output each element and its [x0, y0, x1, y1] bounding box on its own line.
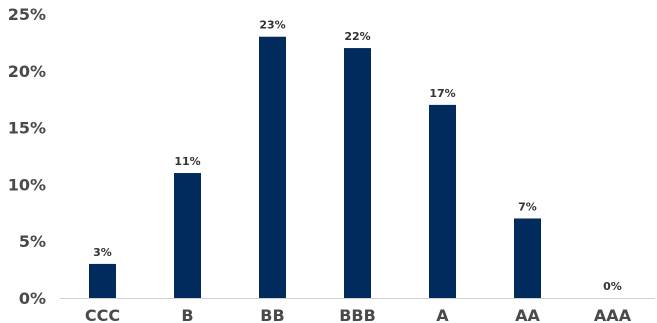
data-labels: 3% 11% 23% 22% 17% 7% 0%	[93, 19, 622, 293]
y-tick-label: 15%	[8, 119, 46, 138]
data-label-aa: 7%	[518, 200, 537, 213]
x-tick-label-a: A	[436, 306, 449, 323]
data-label-aaa: 0%	[603, 280, 622, 293]
x-tick-label-bb: BB	[260, 306, 284, 323]
data-label-a: 17%	[429, 87, 455, 100]
data-label-bbb: 22%	[344, 30, 370, 43]
y-tick-label: 20%	[8, 62, 46, 81]
data-label-ccc: 3%	[93, 246, 112, 259]
bar-ccc	[89, 263, 116, 298]
bar-a	[429, 104, 456, 298]
x-axis-ticks: CCC B BB BBB A AA AAA	[85, 306, 632, 323]
y-tick-label: 0%	[19, 289, 46, 308]
x-tick-label-b: B	[181, 306, 193, 323]
bars	[89, 36, 541, 298]
y-tick-label: 5%	[19, 232, 46, 251]
y-axis-ticks: 0% 5% 10% 15% 20% 25%	[8, 5, 46, 308]
x-tick-label-ccc: CCC	[85, 306, 120, 323]
data-label-bb: 23%	[259, 19, 285, 32]
data-label-b: 11%	[174, 155, 200, 168]
bar-bbb	[344, 48, 371, 298]
y-tick-label: 10%	[8, 175, 46, 194]
x-tick-label-aaa: AAA	[594, 306, 632, 323]
bar-bb	[259, 36, 286, 298]
bar-b	[174, 173, 201, 298]
y-tick-label: 25%	[8, 5, 46, 24]
x-tick-label-aa: AA	[515, 306, 540, 323]
x-tick-label-bbb: BBB	[339, 306, 376, 323]
bar-aa	[514, 218, 541, 298]
